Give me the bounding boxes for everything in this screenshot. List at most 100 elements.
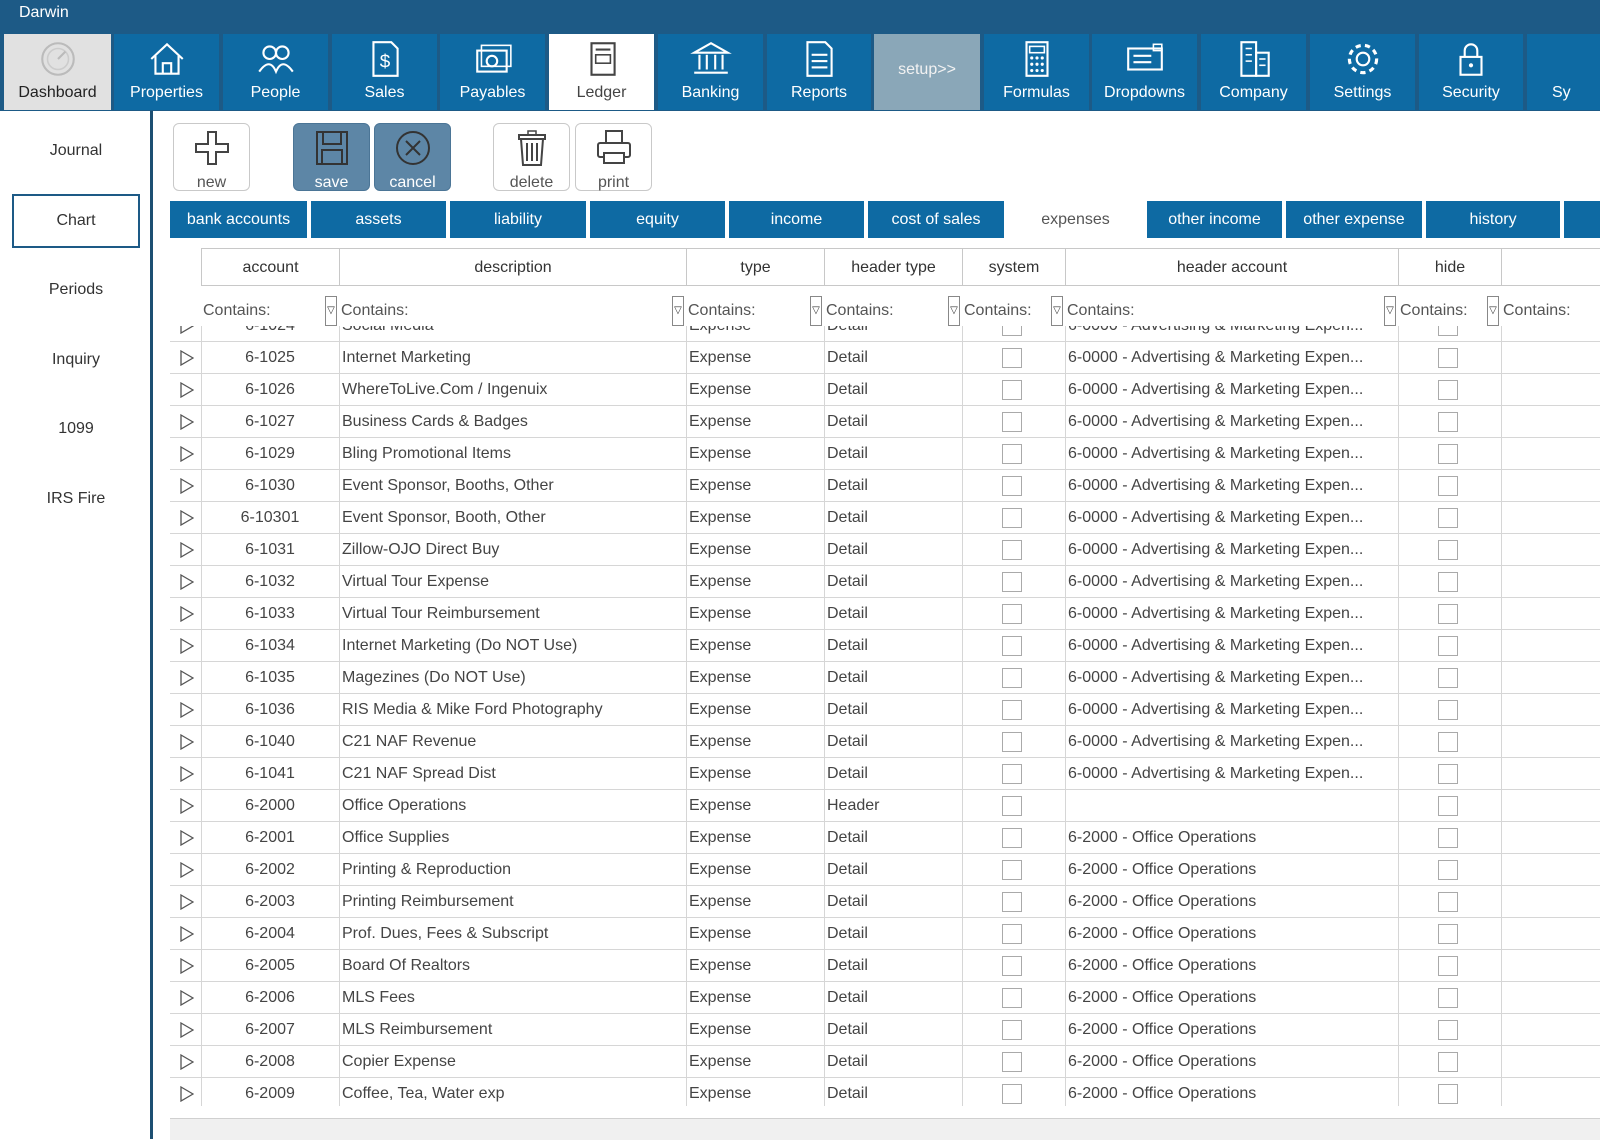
expand-row-icon[interactable] [180, 1022, 194, 1038]
filter-type[interactable]: Contains: [688, 302, 756, 319]
table-row[interactable]: 6-2009 Coffee, Tea, Water exp Expense Detai… [170, 1078, 1600, 1106]
hide-checkbox[interactable] [1438, 796, 1458, 816]
cell-type[interactable]: Expense [689, 1085, 752, 1102]
filter-header-account[interactable]: Contains: [1067, 302, 1135, 319]
hide-checkbox[interactable] [1438, 956, 1458, 976]
system-checkbox[interactable] [1002, 636, 1022, 656]
cell-type[interactable]: Expense [689, 989, 752, 1006]
table-row[interactable]: 6-1025 Internet Marketing Expense Detail 6-0… [170, 342, 1600, 374]
cell-header-type[interactable]: Detail [827, 445, 868, 462]
tab-equity[interactable]: equity [590, 201, 725, 238]
cell-header-type[interactable]: Detail [827, 477, 868, 494]
table-row[interactable]: 6-1026 WhereToLive.Com / Ingenuix Expense D… [170, 374, 1600, 406]
hide-checkbox[interactable] [1438, 732, 1458, 752]
filter-icon[interactable]: ▽ [1051, 296, 1063, 326]
system-checkbox[interactable] [1002, 1084, 1022, 1104]
save-button[interactable]: save [293, 123, 370, 191]
system-checkbox[interactable] [1002, 604, 1022, 624]
system-checkbox[interactable] [1002, 412, 1022, 432]
cell-header-account[interactable]: 6-0000 - Advertising & Marketing Expen..… [1068, 477, 1364, 494]
tab-expenses[interactable]: expenses [1008, 201, 1143, 238]
cell-account[interactable]: 6-1036 [245, 701, 295, 718]
cell-type[interactable]: Expense [689, 957, 752, 974]
hide-checkbox[interactable] [1438, 604, 1458, 624]
cell-header-type[interactable]: Detail [827, 701, 868, 718]
ribbon-properties[interactable]: Properties [114, 34, 219, 110]
table-row[interactable]: 6-2005 Board Of Realtors Expense Detail 6-20… [170, 950, 1600, 982]
cell-header-type[interactable]: Header [827, 797, 880, 814]
hide-checkbox[interactable] [1438, 668, 1458, 688]
column-header-hide[interactable]: hide [1398, 248, 1501, 286]
filter-system[interactable]: Contains: [964, 302, 1032, 319]
expand-row-icon[interactable] [180, 542, 194, 558]
expand-row-icon[interactable] [180, 734, 194, 750]
cell-header-account[interactable] [1068, 790, 1394, 821]
table-row[interactable]: 6-2007 MLS Reimbursement Expense Detail 6-20… [170, 1014, 1600, 1046]
table-row[interactable]: 6-1024Social Media Expense Detail 6-0000 - … [170, 326, 1600, 342]
cell-description[interactable]: Social Media [342, 326, 682, 341]
cell-header-account[interactable]: 6-0000 - Advertising & Marketing Expen..… [1068, 573, 1364, 590]
table-row[interactable]: 6-2004 Prof. Dues, Fees & Subscript Expens… [170, 918, 1600, 950]
cell-header-account[interactable]: 6-0000 - Advertising & Marketing Expen..… [1068, 381, 1364, 398]
system-checkbox[interactable] [1002, 732, 1022, 752]
tab-liability[interactable]: liability [450, 201, 586, 238]
table-row[interactable]: 6-10301 Event Sponsor, Booth, Other Expens… [170, 502, 1600, 534]
cell-description[interactable]: Magezines (Do NOT Use) [342, 669, 526, 686]
cell-account[interactable]: 6-1032 [245, 573, 295, 590]
column-header-system[interactable]: system [962, 248, 1065, 286]
tab-income[interactable]: income [729, 201, 864, 238]
cell-account[interactable]: 6-1031 [245, 541, 295, 558]
cell-header-account[interactable]: 6-2000 - Office Operations [1068, 1021, 1257, 1038]
filter-icon[interactable]: ▽ [1384, 296, 1396, 326]
cell-type[interactable]: Expense [689, 1053, 752, 1070]
sidebar-item-chart[interactable]: Chart [12, 194, 140, 248]
hide-checkbox[interactable] [1438, 444, 1458, 464]
expand-row-icon[interactable] [180, 926, 194, 942]
tab-assets[interactable]: assets [311, 201, 446, 238]
ribbon-dropdowns[interactable]: Dropdowns [1092, 34, 1197, 110]
ribbon-banking[interactable]: Banking [658, 34, 763, 110]
cell-type[interactable]: Expense [689, 701, 752, 718]
expand-row-icon[interactable] [180, 446, 194, 462]
table-row[interactable]: 6-1041 C21 NAF Spread Dist Expense Detail 6-… [170, 758, 1600, 790]
system-checkbox[interactable] [1002, 348, 1022, 368]
cell-account[interactable]: 6-1035 [245, 669, 295, 686]
cell-type[interactable]: Expense [689, 925, 752, 942]
ribbon-security[interactable]: Security [1419, 34, 1523, 110]
filter-description[interactable]: Contains: [341, 302, 409, 319]
cell-type[interactable]: Expense [689, 326, 821, 341]
cell-account[interactable]: 6-1026 [245, 381, 295, 398]
ribbon-formulas[interactable]: Formulas [984, 34, 1089, 110]
cell-description[interactable]: Coffee, Tea, Water exp [342, 1085, 505, 1102]
cell-description[interactable]: Copier Expense [342, 1053, 456, 1070]
system-checkbox[interactable] [1002, 988, 1022, 1008]
ribbon-setup[interactable]: setup>> [874, 34, 980, 110]
cell-account[interactable]: 6-2007 [245, 1021, 295, 1038]
expand-row-icon[interactable] [180, 414, 194, 430]
cell-header-type[interactable]: Detail [827, 413, 868, 430]
cell-header-type[interactable]: Detail [827, 349, 868, 366]
table-row[interactable]: 6-2000 Office Operations Expense Header [170, 790, 1600, 822]
cell-description[interactable]: Board Of Realtors [342, 957, 471, 974]
cell-header-account[interactable]: 6-2000 - Office Operations [1068, 829, 1257, 846]
cell-account[interactable]: 6-10301 [240, 509, 300, 526]
cell-header-type[interactable]: Detail [827, 893, 868, 910]
ribbon-system[interactable]: Sy [1527, 34, 1600, 110]
cell-account[interactable]: 6-1033 [245, 605, 295, 622]
system-checkbox[interactable] [1002, 700, 1022, 720]
ribbon-settings[interactable]: Settings [1310, 34, 1415, 110]
expand-row-icon[interactable] [180, 382, 194, 398]
cell-type[interactable]: Expense [689, 413, 752, 430]
cell-type[interactable]: Expense [689, 733, 752, 750]
cell-description[interactable]: Office Operations [342, 797, 467, 814]
column-header-header-type[interactable]: header type [824, 248, 962, 286]
cell-account[interactable]: 6-2005 [245, 957, 295, 974]
system-checkbox[interactable] [1002, 796, 1022, 816]
delete-button[interactable]: delete [493, 123, 570, 191]
table-row[interactable]: 6-1040 C21 NAF Revenue Expense Detail 6-0000… [170, 726, 1600, 758]
cell-account[interactable]: 6-1034 [245, 637, 295, 654]
cell-account[interactable]: 6-2006 [245, 989, 295, 1006]
cell-description[interactable]: Virtual Tour Reimbursement [342, 605, 540, 622]
expand-row-icon[interactable] [180, 766, 194, 782]
expand-row-icon[interactable] [180, 606, 194, 622]
